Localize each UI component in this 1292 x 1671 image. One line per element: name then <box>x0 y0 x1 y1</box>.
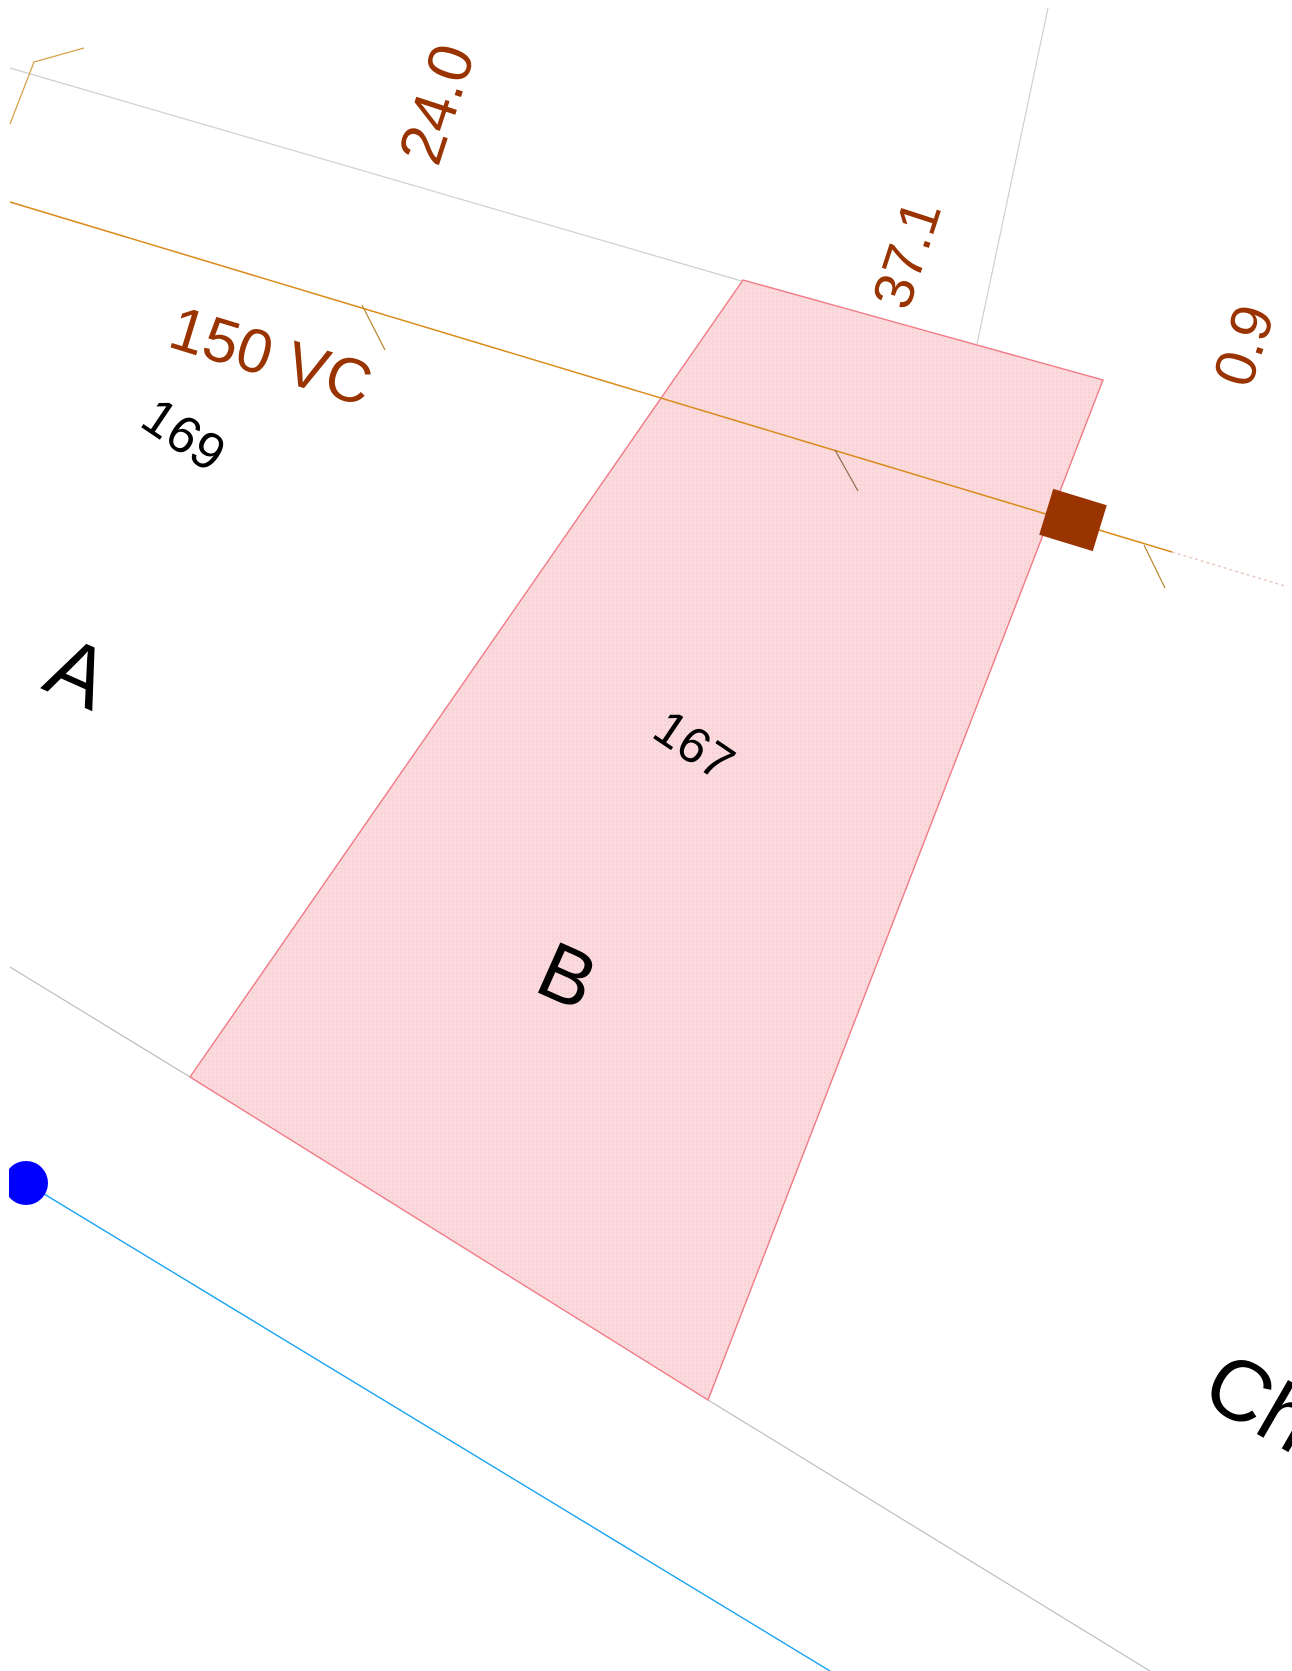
parcel-number-169: 169 <box>131 387 235 484</box>
water-line <box>25 1182 831 1671</box>
sewer-tick-right <box>1143 544 1166 589</box>
manhole-icon[interactable] <box>1039 488 1107 552</box>
block-label-a: A <box>32 618 124 729</box>
lot-line-top <box>9 67 746 283</box>
hydrant-clip <box>0 1150 9 1220</box>
dimension-label-0-9: 0.9 <box>1201 297 1288 394</box>
dimension-label-37: 37.1 <box>859 193 953 316</box>
hydrant-icon[interactable] <box>4 1161 48 1205</box>
corner-tick-top-left <box>9 47 85 125</box>
parcel-167-highlight[interactable] <box>189 279 1104 1402</box>
sewer-tick-middle <box>834 449 859 492</box>
sewer-tick-left <box>361 304 386 351</box>
lot-line-right-vertical <box>976 7 1049 345</box>
sewer-line <box>9 201 1173 553</box>
street-edge-lower <box>707 1399 1151 1671</box>
dimension-label-24: 24.0 <box>386 36 489 172</box>
sewer-line-fade <box>1171 551 1286 587</box>
street-label-partial: Ch <box>1189 1333 1292 1471</box>
pipe-label: 150 VC <box>162 293 380 419</box>
street-edge-upper <box>9 966 191 1078</box>
